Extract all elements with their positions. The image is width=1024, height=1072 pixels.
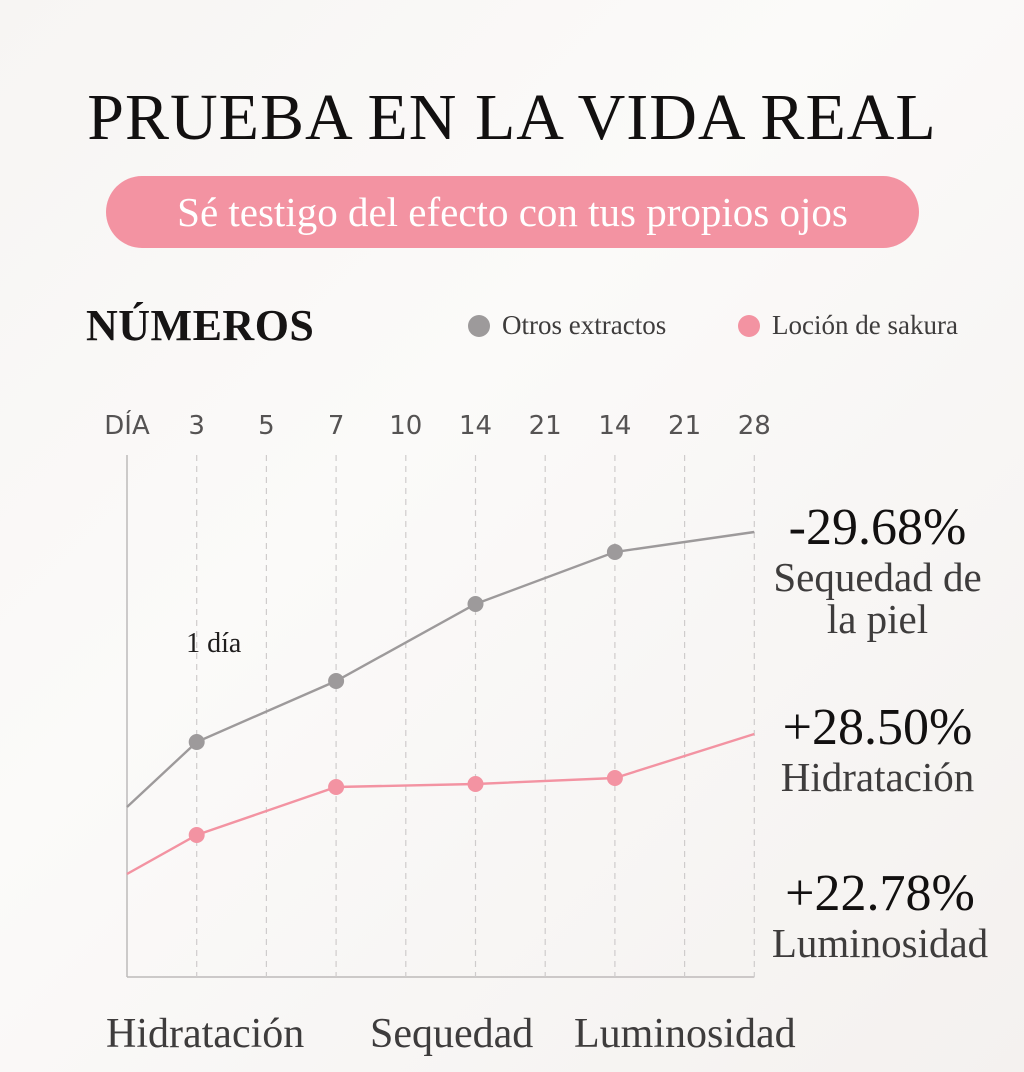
phase-label-luminosity: Luminosidad — [574, 1011, 796, 1057]
section-title: NÚMEROS — [86, 301, 315, 350]
legend-pink-dot-icon — [738, 314, 760, 337]
x-tick-label: 14 — [459, 411, 492, 441]
legend-gray-dot-icon — [468, 314, 490, 337]
chart-annotations: 1 día — [186, 628, 242, 659]
series-lines — [126, 530, 755, 876]
legend-item-otros-extractos: Otros extractos — [468, 310, 666, 341]
data-point — [467, 596, 484, 612]
phase-label-dryness: Sequedad — [370, 1011, 534, 1057]
legend-label: Otros extractos — [502, 310, 667, 340]
x-tick-label: 21 — [529, 411, 562, 441]
result-label: Hidratación — [780, 754, 975, 800]
x-tick-label: 3 — [188, 411, 205, 441]
result-value: -29.68% — [788, 499, 967, 556]
data-point — [328, 779, 345, 795]
x-tick-label: 10 — [389, 411, 422, 441]
annotation-label: 1 día — [186, 628, 242, 659]
series-line-1 — [126, 732, 755, 876]
data-point — [188, 827, 205, 843]
result-value: +22.78% — [785, 865, 975, 922]
subtitle-banner: Sé testigo del efecto con tus propios oj… — [106, 176, 919, 248]
x-tick-label: 21 — [668, 411, 701, 441]
data-point — [188, 734, 205, 750]
result-label: Luminosidad — [771, 920, 989, 966]
data-point — [467, 776, 484, 792]
result-label: Sequedad de la piel — [773, 554, 982, 642]
x-tick-label: 5 — [258, 411, 275, 441]
data-point — [606, 544, 623, 560]
result-dryness: -29.68% Sequedad de la piel — [770, 499, 985, 642]
x-tick-label: 14 — [598, 411, 631, 441]
series-points — [188, 544, 623, 843]
result-luminosity: +22.78% Luminosidad — [760, 865, 1000, 966]
result-value: +28.50% — [782, 699, 973, 756]
legend-item-locion-sakura: Loción de sakura — [738, 310, 958, 341]
chart-grid — [126, 455, 755, 978]
x-axis-ticks: DÍA 3 5 7 10 14 21 14 21 28 — [104, 409, 771, 441]
x-tick-label: 28 — [738, 411, 771, 441]
x-axis-title: DÍA — [104, 409, 150, 441]
phase-label-hydration: Hidratación — [106, 1011, 305, 1057]
result-hydration: +28.50% Hidratación — [760, 699, 995, 800]
series-line-0 — [126, 530, 755, 808]
data-point — [606, 770, 623, 786]
x-tick-label: 7 — [328, 411, 345, 441]
legend-label: Loción de sakura — [772, 310, 958, 340]
page-title: PRUEBA EN LA VIDA REAL — [87, 81, 937, 154]
data-point — [328, 673, 345, 689]
